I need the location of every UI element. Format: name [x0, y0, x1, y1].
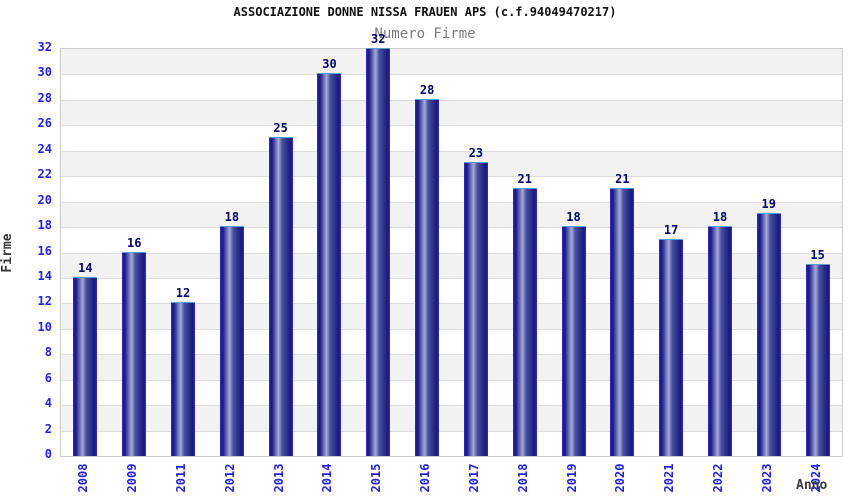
x-tick-label: 2017 — [466, 463, 481, 493]
bar — [659, 238, 684, 456]
y-tick-label: 0 — [44, 447, 52, 461]
bar — [171, 302, 196, 456]
x-tick-label: 2013 — [271, 463, 286, 493]
gridline — [61, 277, 842, 279]
bar-value-label: 18 — [224, 210, 240, 225]
y-tick-label: 12 — [37, 294, 52, 309]
y-tick-label: 10 — [37, 319, 52, 334]
gridline — [61, 303, 842, 305]
plot-band — [61, 176, 842, 201]
bar-value-label: 28 — [419, 82, 435, 97]
x-tick-label: 2021 — [662, 463, 677, 493]
chart-subtitle: Numero Firme — [374, 26, 476, 42]
x-tick-label: 2020 — [613, 463, 628, 493]
gridline — [61, 252, 842, 254]
gridline — [61, 74, 842, 76]
bar-value-label: 19 — [761, 197, 776, 212]
bar-value-label: 18 — [712, 210, 728, 225]
y-tick-label: 24 — [37, 141, 52, 156]
x-tick-label: 2016 — [418, 463, 433, 493]
bar — [219, 226, 244, 456]
gridline — [61, 405, 842, 407]
y-tick-label: 26 — [37, 116, 52, 131]
y-tick-label: 20 — [37, 192, 52, 207]
y-tick-label: 2 — [44, 421, 52, 436]
plot-area: 14 16 12 18 25 30 32 28 23 21 18 21 17 18 19 15 — [60, 32, 843, 457]
bar — [268, 137, 293, 456]
bar-value-label: 21 — [517, 171, 532, 186]
gridline — [61, 379, 842, 381]
y-tick-label: 28 — [37, 90, 52, 105]
gridline — [61, 430, 842, 432]
x-tick-label: 2022 — [710, 463, 725, 493]
bar-value-label: 23 — [468, 146, 484, 161]
chart-title: ASSOCIAZIONE DONNE NISSA FRAUEN APS (c.f… — [233, 5, 617, 19]
x-tick-label: 2012 — [222, 463, 237, 493]
bar — [415, 98, 440, 456]
bar — [73, 276, 98, 456]
bar — [561, 226, 586, 456]
bar — [512, 187, 537, 456]
x-tick-label: 2014 — [320, 463, 335, 493]
bar-value-label: 15 — [810, 248, 825, 263]
y-tick-label: 4 — [44, 396, 52, 411]
x-tick-label: 2008 — [76, 463, 91, 493]
bar-value-label: 32 — [371, 32, 386, 46]
x-axis-title: Anno — [796, 478, 828, 493]
bar-value-label: 17 — [663, 222, 679, 237]
gridline — [61, 201, 842, 203]
gridline — [61, 328, 842, 330]
y-tick-label: 14 — [37, 268, 52, 283]
plot-band — [61, 49, 842, 75]
bar — [756, 213, 781, 456]
bar — [707, 226, 732, 456]
x-tick-label: 2015 — [369, 463, 384, 493]
gridline — [61, 176, 842, 178]
bar-value-label: 25 — [273, 121, 288, 136]
bar-value-label: 12 — [175, 286, 191, 301]
x-tick-label: 2018 — [515, 463, 530, 493]
plot-band — [61, 125, 842, 150]
x-tick-label: 2011 — [174, 463, 189, 493]
bar-value-label: 16 — [126, 235, 142, 250]
bar — [366, 48, 391, 456]
gridline — [61, 227, 842, 229]
x-tick-label: 2019 — [564, 463, 579, 493]
plot-band — [61, 99, 842, 126]
y-tick-label: 16 — [37, 243, 52, 258]
y-tick-label: 8 — [44, 345, 52, 360]
x-tick-label: 2023 — [759, 463, 774, 493]
gridline — [61, 150, 842, 152]
gridline — [61, 125, 842, 127]
y-tick-label: 30 — [37, 65, 52, 80]
gridline — [61, 354, 842, 356]
bar — [610, 187, 635, 456]
bar-value-label: 30 — [322, 57, 337, 72]
bar — [122, 251, 147, 456]
plot-band — [61, 201, 842, 228]
bar — [463, 162, 488, 456]
x-tick-label: 2009 — [125, 463, 140, 493]
bar-value-label: 21 — [615, 171, 630, 186]
y-tick-label: 6 — [44, 370, 52, 385]
plot-band — [61, 74, 842, 99]
bar-value-label: 18 — [566, 210, 581, 225]
bar — [805, 264, 830, 456]
bar-value-label: 14 — [78, 260, 93, 275]
plot-band — [61, 150, 842, 177]
gridline — [61, 99, 842, 101]
y-tick-label: 18 — [37, 218, 52, 233]
bar — [317, 73, 342, 456]
y-tick-label: 32 — [37, 40, 52, 54]
y-tick-label: 22 — [37, 167, 52, 182]
